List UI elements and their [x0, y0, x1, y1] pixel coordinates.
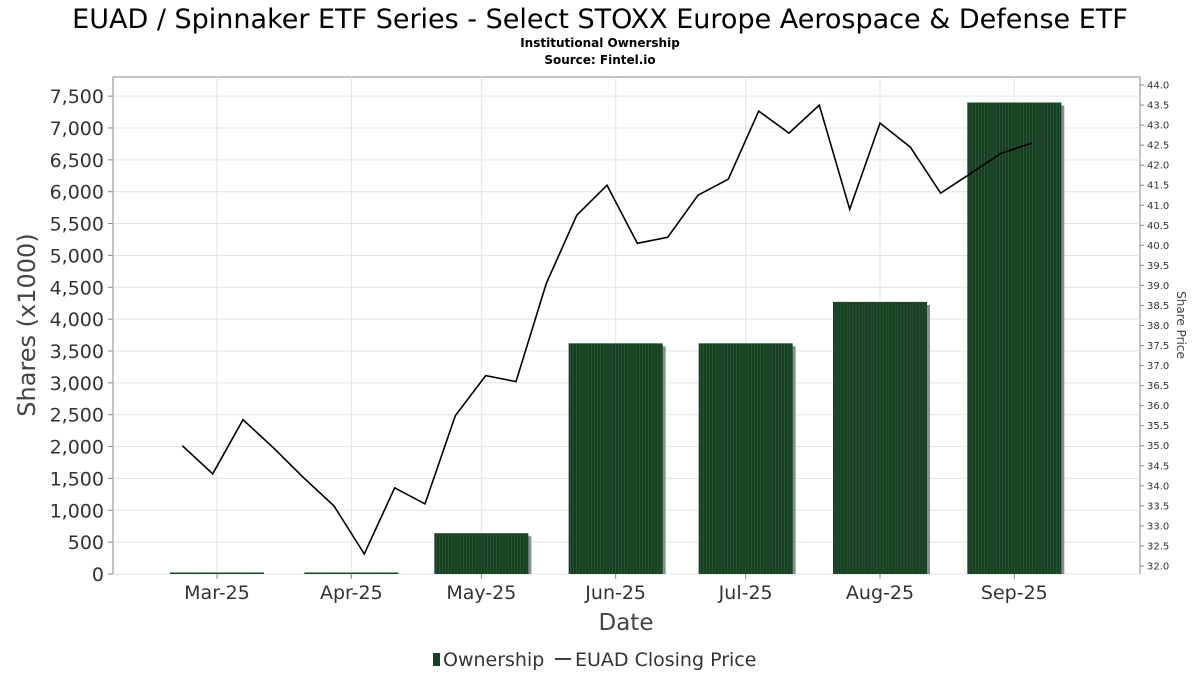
- y-axis-right: 32.0 32.5 33.0 33.5 34.0 34.5 35.0 35.5 36.0 36.5…: [1140, 81, 1169, 572]
- y2-tick-label: 34.5: [1147, 461, 1169, 472]
- y-tick-label: 5,500: [50, 214, 104, 236]
- x-tick-label: Apr-25: [320, 582, 383, 604]
- x-tick-label: Sep-25: [981, 582, 1048, 604]
- y-tick-label: 7,000: [50, 118, 104, 140]
- y2-tick-label: 32.0: [1147, 561, 1169, 572]
- y-tick-label: 3,500: [50, 341, 104, 363]
- y-tick-label: 2,000: [50, 437, 104, 459]
- y-tick-label: 500: [68, 532, 104, 554]
- chart-subtitle-ownership: Institutional Ownership: [520, 36, 680, 50]
- y2-tick-label: 42.0: [1147, 161, 1169, 172]
- y2-tick-label: 34.0: [1147, 481, 1169, 492]
- y2-tick-label: 33.5: [1147, 501, 1169, 512]
- chart-title: EUAD / Spinnaker ETF Series - Select STO…: [72, 4, 1128, 35]
- y2-tick-label: 41.0: [1147, 201, 1169, 212]
- y2-tick-label: 38.0: [1147, 321, 1169, 332]
- x-tick-label: Jul-25: [718, 582, 773, 604]
- x-axis-label: Date: [599, 610, 654, 636]
- y2-tick-label: 44.0: [1147, 81, 1169, 92]
- y2-tick-label: 40.0: [1147, 241, 1169, 252]
- y2-tick-label: 40.5: [1147, 221, 1169, 232]
- y-tick-label: 0: [92, 564, 104, 586]
- legend-swatch-ownership: [433, 653, 440, 666]
- y2-tick-label: 41.5: [1147, 181, 1169, 192]
- legend: Ownership EUAD Closing Price: [433, 649, 756, 671]
- y2-tick-label: 39.0: [1147, 281, 1169, 292]
- y2-tick-label: 35.5: [1147, 421, 1169, 432]
- y2-tick-label: 33.0: [1147, 521, 1169, 532]
- y-axis-left: 0 500 1,000 1,500 2,000 2,500 3,000 3,500 4,000 4…: [50, 86, 113, 586]
- x-tick-label: Aug-25: [846, 582, 914, 604]
- y-tick-label: 4,000: [50, 309, 104, 331]
- y-tick-label: 1,500: [50, 468, 104, 490]
- y-tick-label: 2,500: [50, 405, 104, 427]
- y-tick-label: 1,000: [50, 500, 104, 522]
- y-tick-label: 4,500: [50, 277, 104, 299]
- y2-tick-label: 32.5: [1147, 541, 1169, 552]
- y2-tick-label: 43.5: [1147, 101, 1169, 112]
- y2-tick-label: 37.5: [1147, 341, 1169, 352]
- y2-tick-label: 38.5: [1147, 301, 1169, 312]
- x-tick-label: Mar-25: [184, 582, 250, 604]
- legend-label-ownership: Ownership: [443, 649, 544, 671]
- legend-label-price: EUAD Closing Price: [575, 649, 756, 671]
- y2-tick-label: 42.5: [1147, 141, 1169, 152]
- ownership-bars: [170, 102, 1065, 574]
- y-tick-label: 5,000: [50, 245, 104, 267]
- x-axis: Mar-25 Apr-25 May-25 Jun-25 Jul-25 Aug-25 Sep-…: [184, 574, 1048, 604]
- y-tick-label: 3,000: [50, 373, 104, 395]
- y-tick-label: 7,500: [50, 86, 104, 108]
- y-tick-label: 6,500: [50, 150, 104, 172]
- x-tick-label: Jun-25: [584, 582, 646, 604]
- y2-tick-label: 36.0: [1147, 401, 1169, 412]
- y2-tick-label: 35.0: [1147, 441, 1169, 452]
- y2-axis-label: Share Price: [1174, 291, 1188, 359]
- x-tick-label: May-25: [446, 582, 516, 604]
- y2-tick-label: 37.0: [1147, 361, 1169, 372]
- price-line: [181, 103, 1032, 556]
- y2-tick-label: 39.5: [1147, 261, 1169, 272]
- y-tick-label: 6,000: [50, 182, 104, 204]
- y2-tick-label: 43.0: [1147, 121, 1169, 132]
- price-polyline: [181, 103, 1032, 556]
- y-axis-label: Shares (x1000): [13, 233, 41, 416]
- chart-subtitle-source: Source: Fintel.io: [544, 53, 655, 67]
- y2-tick-label: 36.5: [1147, 381, 1169, 392]
